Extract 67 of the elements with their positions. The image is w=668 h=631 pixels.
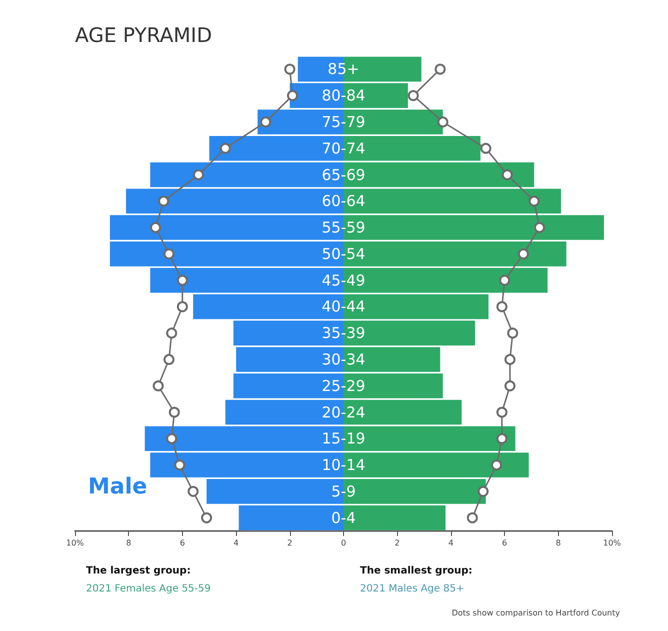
point xyxy=(496,406,508,418)
point xyxy=(507,328,518,339)
y-tick-label: 5-9 xyxy=(331,482,356,500)
point xyxy=(528,196,540,207)
series-label: Male xyxy=(88,474,148,500)
x-tick-label: 2 xyxy=(394,538,400,548)
point xyxy=(504,380,516,392)
chart-title: AGE PYRAMID xyxy=(75,23,212,47)
x-tick-label: 10% xyxy=(603,538,622,548)
x-tick-label: 8 xyxy=(126,538,132,548)
y-tick-label: 0-4 xyxy=(331,508,356,527)
point xyxy=(496,433,508,444)
y-tick-label: 80-84 xyxy=(322,86,366,105)
point xyxy=(284,64,296,75)
y-tick-label: 35-39 xyxy=(322,324,366,342)
point xyxy=(201,512,212,524)
point xyxy=(193,169,204,180)
point xyxy=(434,64,446,75)
point xyxy=(408,90,419,102)
text: Dots show comparison to Hartford County xyxy=(452,608,620,618)
point xyxy=(188,486,199,497)
y-tick-label: 50-54 xyxy=(322,244,366,263)
point xyxy=(163,354,174,365)
y-tick-label: 40-44 xyxy=(322,298,366,316)
y-tick-label: 30-34 xyxy=(322,350,366,368)
y-tick-label: 45-49 xyxy=(322,271,366,290)
point xyxy=(504,354,516,365)
point xyxy=(168,406,180,418)
text: The largest group: xyxy=(86,566,191,576)
y-tick-label: 20-24 xyxy=(322,403,366,422)
y-tick-label: 60-64 xyxy=(322,192,366,210)
y-tick-label: 25-29 xyxy=(322,376,366,395)
point xyxy=(480,142,492,154)
point xyxy=(502,169,513,180)
point xyxy=(478,486,489,497)
point xyxy=(166,433,178,444)
x-tick-label: 6 xyxy=(180,538,185,548)
x-tick-label: 4 xyxy=(448,538,454,548)
text: The smallest group: xyxy=(360,566,472,576)
x-tick-label: 4 xyxy=(234,538,239,548)
point xyxy=(496,301,508,312)
x-tick-label: 6 xyxy=(502,538,508,548)
y-tick-label: 55-59 xyxy=(322,218,366,237)
point xyxy=(166,328,178,339)
point xyxy=(518,248,529,260)
point xyxy=(437,116,448,128)
point xyxy=(466,512,478,524)
point xyxy=(174,460,186,471)
text: 2021 Males Age 85+ xyxy=(360,584,464,594)
point xyxy=(163,248,174,260)
x-tick-label: 8 xyxy=(556,538,561,548)
point xyxy=(158,196,170,207)
y-tick-label: 65-69 xyxy=(322,166,366,184)
point xyxy=(220,142,231,154)
point xyxy=(499,274,510,286)
point xyxy=(176,274,188,286)
text: 2021 Females Age 55-59 xyxy=(86,584,211,594)
point xyxy=(152,380,164,392)
point xyxy=(150,222,162,234)
point xyxy=(260,116,272,128)
point xyxy=(176,301,188,312)
x-tick-label: 10% xyxy=(66,538,84,548)
x-tick-label: 2 xyxy=(287,538,292,548)
x-tick-label: 0 xyxy=(340,538,346,548)
point xyxy=(534,222,546,234)
point xyxy=(491,460,502,471)
point xyxy=(286,90,298,102)
